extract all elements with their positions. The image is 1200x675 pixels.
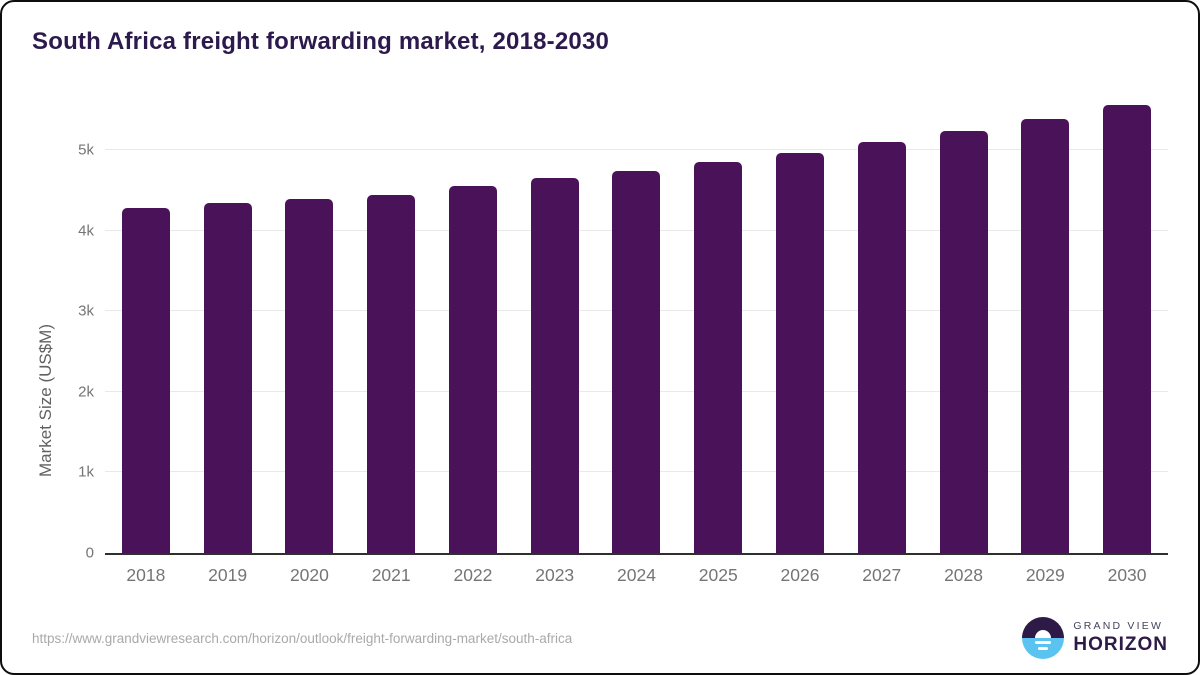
chart: Market Size (US$M) 0 1k 2k 3k 4k 5k 2018 2019 2… [2,96,1198,586]
bar-2025 [694,161,743,553]
bar-slot [841,96,923,553]
x-tick-label: 2030 [1107,565,1147,585]
x-tick-label: 2024 [617,565,656,585]
bar-slot [432,96,514,553]
bar-2021 [367,195,416,553]
y-tick-label: 3k [78,302,94,320]
source-url: https://www.grandviewresearch.com/horizo… [32,630,573,646]
plot-area: 0 1k 2k 3k 4k 5k [78,96,1168,562]
y-tick-label: 4k [78,222,94,240]
bar-slot [759,96,841,553]
page-title: South Africa freight forwarding market, … [32,28,610,55]
y-tick-label: 5k [78,141,94,159]
bar-2030 [1103,105,1152,553]
bar-2027 [857,142,906,553]
x-tick-label: 2027 [862,565,902,585]
bar-2028 [939,131,988,553]
y-tick-label: 0 [85,544,94,562]
bar-2020 [285,198,334,553]
x-tick-label: 2026 [780,565,820,585]
y-tick-label: 2k [78,383,94,401]
x-tick-label: 2018 [126,565,166,585]
x-tick-label: 2022 [453,565,493,585]
bar-slot [269,96,351,553]
bar-2019 [203,202,252,553]
bar-2026 [776,152,824,553]
bar-slot [1004,96,1086,553]
bar-2022 [448,185,497,553]
logo-brand-name: GRAND VIEW [1073,620,1164,632]
bar-slot [105,96,187,553]
logo-text: GRAND VIEW HORIZON [1073,620,1168,656]
bar-slot [1086,96,1168,553]
x-tick-label: 2021 [371,565,411,585]
bar-2029 [1021,118,1070,553]
horizon-sun-icon [1022,617,1065,659]
sun-reflection-line [1035,641,1052,644]
bar-2023 [530,177,579,553]
y-axis-title: Market Size (US$M) [36,324,55,478]
y-tick-label: 1k [78,463,94,481]
sun-dome-shape [1035,630,1052,638]
x-tick-label: 2019 [208,565,248,585]
sun-reflection-line [1038,647,1049,650]
bar-2018 [121,208,170,553]
bar-slot [514,96,596,553]
bar-slot [677,96,759,553]
x-tick-label: 2028 [944,565,983,585]
bar-series [105,96,1168,553]
logo-product-name: HORIZON [1073,634,1168,655]
grandview-horizon-logo: GRAND VIEW HORIZON [1022,617,1168,659]
bar-slot [923,96,1005,553]
x-tick-label: 2023 [535,565,575,585]
x-axis-labels: 2018 2019 2020 2021 2022 2023 2024 2025 2026 2027… [105,565,1168,586]
x-tick-label: 2029 [1025,565,1065,585]
x-tick-label: 2025 [698,565,738,585]
bar-slot [350,96,432,553]
footer: https://www.grandviewresearch.com/horizo… [32,617,1168,659]
bar-slot [596,96,678,553]
x-tick-label: 2020 [289,565,329,585]
gridline [105,149,1168,151]
bar-slot [187,96,269,553]
bar-2024 [612,170,661,553]
